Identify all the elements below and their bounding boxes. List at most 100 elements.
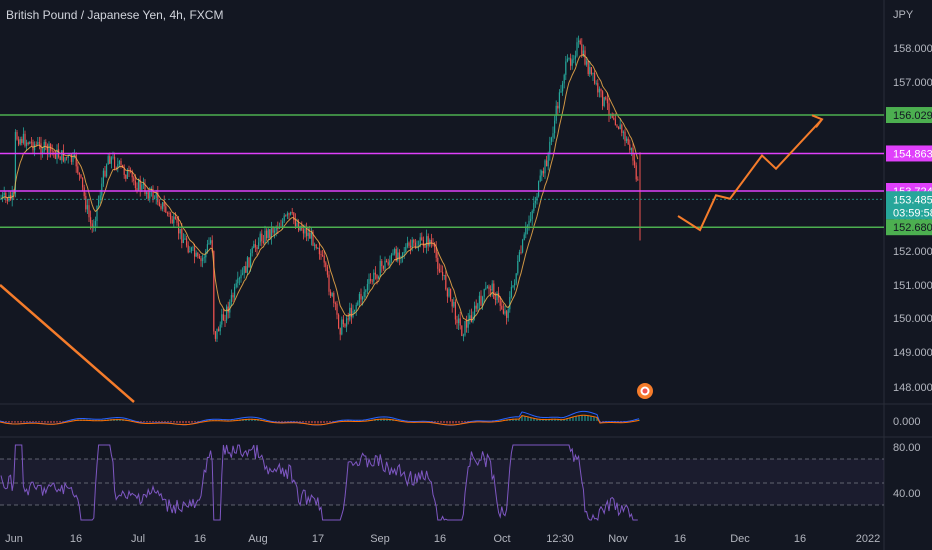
candle [419, 237, 421, 247]
candle [264, 230, 266, 243]
time-tick-label: 17 [312, 533, 324, 545]
candle [446, 289, 448, 297]
candle [374, 272, 376, 275]
candle [595, 83, 597, 85]
time-tick-label: Aug [248, 533, 268, 545]
candle [107, 156, 109, 165]
candle [310, 231, 312, 239]
candle [131, 171, 133, 178]
candle [346, 318, 348, 327]
candle [154, 197, 156, 199]
time-tick-label: Nov [608, 533, 628, 545]
candle [629, 144, 631, 151]
time-tick-label: Dec [730, 533, 750, 545]
candle [520, 252, 522, 253]
candle [182, 239, 184, 243]
candle [118, 161, 120, 165]
level-magenta-upper-tag-label: 154.863 [893, 148, 932, 160]
candle [451, 299, 453, 307]
candle [635, 165, 637, 180]
candle [422, 239, 424, 247]
time-tick-label: Oct [493, 533, 510, 545]
projection-layer [637, 114, 824, 399]
candle [406, 242, 408, 247]
last-price-tag [886, 191, 932, 220]
candle [510, 287, 512, 297]
candle [486, 286, 488, 289]
currency-label: JPY [893, 9, 914, 21]
time-tick-label: 12:30 [546, 533, 574, 545]
candle [531, 210, 533, 219]
candle [389, 260, 391, 265]
candle [242, 273, 244, 275]
price-tick-label: 150.000 [893, 313, 932, 325]
candle [470, 315, 472, 322]
candle [398, 252, 400, 259]
candle [133, 177, 135, 181]
chart-title: British Pound / Japanese Yen, 4h, FXCM [6, 8, 224, 22]
candle [166, 212, 168, 214]
candle [237, 278, 239, 284]
candle [75, 154, 77, 167]
candle [219, 324, 221, 332]
candle [256, 247, 258, 250]
time-tick-label: Jul [131, 533, 145, 545]
candle [326, 266, 328, 275]
candle [611, 113, 613, 118]
candle [299, 225, 301, 231]
candle [565, 61, 567, 75]
candle [387, 262, 389, 265]
candle [344, 324, 346, 327]
candle [91, 223, 93, 228]
candle [574, 55, 576, 59]
candle [192, 247, 194, 249]
candle [283, 215, 285, 222]
candle [373, 272, 375, 282]
candle [259, 233, 261, 243]
candle [16, 132, 18, 140]
candle [21, 139, 23, 143]
candle [232, 295, 234, 298]
candle [37, 142, 39, 145]
candle [314, 244, 316, 246]
candle [222, 314, 224, 321]
candle [66, 157, 68, 159]
candle [453, 301, 455, 307]
candle [250, 253, 252, 268]
moving-average-line [0, 53, 639, 322]
candle [126, 170, 128, 179]
candle [251, 248, 253, 254]
candle [347, 318, 349, 320]
candle [627, 138, 629, 145]
candle [221, 314, 223, 325]
candle [522, 240, 524, 253]
candle [160, 206, 162, 209]
candle [365, 290, 367, 292]
candle [54, 152, 56, 159]
candle [552, 133, 554, 138]
candle [309, 232, 311, 239]
candle [626, 138, 628, 142]
candle [405, 246, 407, 253]
candle [589, 67, 591, 75]
candle [331, 293, 333, 296]
candle [22, 133, 24, 143]
candle [440, 271, 442, 273]
candle [72, 155, 74, 162]
candle [528, 220, 530, 226]
macd-line [0, 410, 640, 426]
candle [534, 200, 536, 203]
time-tick-label: 16 [674, 533, 686, 545]
candle [186, 238, 188, 246]
candle [616, 125, 618, 127]
time-tick-label: 16 [794, 533, 806, 545]
candle [426, 236, 428, 248]
candle [360, 293, 362, 300]
candle [61, 150, 63, 161]
candle [493, 283, 495, 299]
candle [106, 164, 108, 177]
candle [613, 117, 615, 120]
candle [403, 252, 405, 253]
